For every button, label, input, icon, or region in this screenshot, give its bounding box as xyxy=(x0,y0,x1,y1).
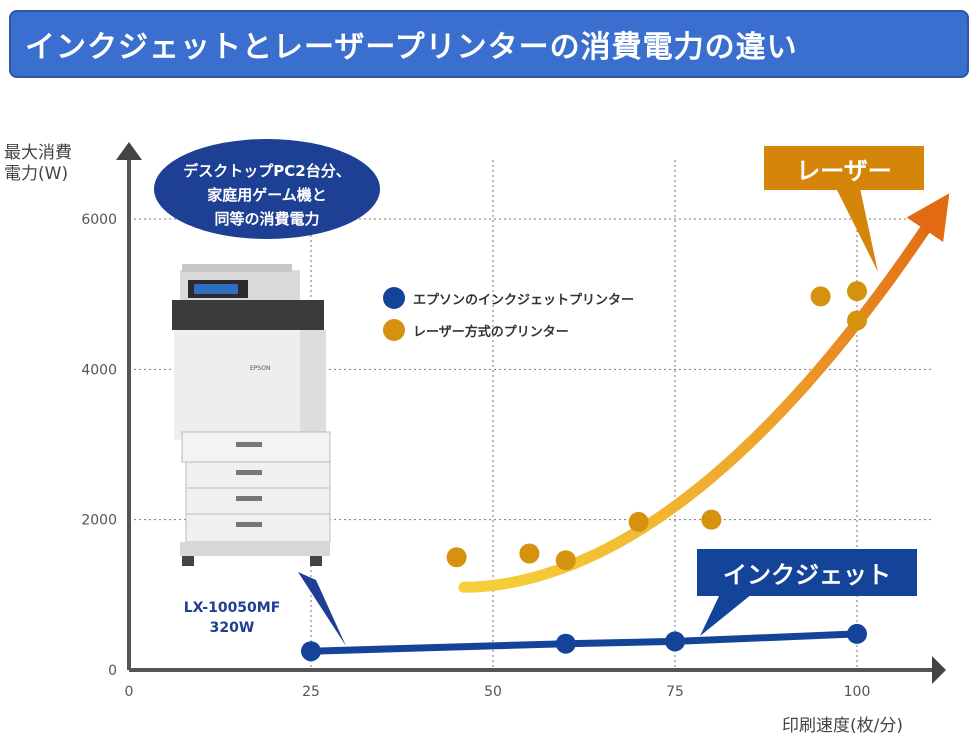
y-axis-arrow xyxy=(116,142,142,160)
laser-point-4 xyxy=(701,509,722,530)
laser-point-0 xyxy=(446,547,467,568)
x-tick-50: 50 xyxy=(484,684,502,700)
laser-point-5 xyxy=(810,286,831,307)
legend-item-inkjet: エプソンのインクジェットプリンター xyxy=(383,285,634,311)
legend-inkjet-label: エプソンのインクジェットプリンター xyxy=(413,292,635,308)
laser-callout: レーザー xyxy=(764,146,924,190)
x-axis-label: 印刷速度(枚/分) xyxy=(782,716,903,736)
data-points xyxy=(301,281,867,662)
laser-point-3 xyxy=(628,511,649,532)
y-axis-label: 最大消費 電力(W) xyxy=(4,143,72,185)
legend-item-laser: レーザー方式のプリンター xyxy=(383,317,634,343)
inkjet-callout-pointer xyxy=(700,594,752,636)
inkjet-point-3 xyxy=(847,623,867,644)
y-tick-0: 0 xyxy=(108,663,117,679)
printer-model: LX-10050MF 320W xyxy=(162,598,302,638)
speech-bubble: デスクトップPC2台分、 家庭用ゲーム機と 同等の消費電力 xyxy=(152,137,382,257)
y-tick-2000: 2000 xyxy=(81,513,117,529)
y-tick-4000: 4000 xyxy=(81,362,117,378)
x-tick-25: 25 xyxy=(302,684,320,700)
inkjet-point-1 xyxy=(555,633,576,654)
printer-brand: EPSON xyxy=(250,365,270,372)
inkjet-callout: インクジェット xyxy=(697,549,917,596)
y-axis-label-line-1: 最大消費 xyxy=(4,143,72,163)
y-tick-6000: 6000 xyxy=(81,212,117,228)
laser-callout-pointer xyxy=(836,188,878,272)
x-tick-100: 100 xyxy=(844,684,871,700)
laser-point-7 xyxy=(847,310,867,331)
inkjet-point-0 xyxy=(301,641,321,662)
laser-point-6 xyxy=(847,281,867,302)
x-tick-0: 0 xyxy=(125,684,134,700)
x-axis-arrow xyxy=(932,656,946,684)
inkjet-trend-line xyxy=(307,630,861,655)
x-tick-75: 75 xyxy=(666,684,684,700)
legend: エプソンのインクジェットプリンター レーザー方式のプリンター xyxy=(383,285,634,349)
legend-laser-label: レーザー方式のプリンター xyxy=(413,324,569,340)
bubble-line-1: デスクトップPC2台分、 xyxy=(183,162,351,180)
page-title: インクジェットとレーザープリンターの消費電力の違い xyxy=(9,10,969,78)
model-pointer xyxy=(298,572,346,646)
tick-labels: 0 25 50 75 100 0 2000 4000 6000 xyxy=(81,212,870,700)
y-axis-label-line-2: 電力(W) xyxy=(4,164,69,184)
axes xyxy=(116,142,946,684)
legend-inkjet-dot xyxy=(383,287,405,309)
bubble-line-3: 同等の消費電力 xyxy=(214,210,320,228)
model-name: LX-10050MF xyxy=(183,600,281,616)
bubble-line-2: 家庭用ゲーム機と xyxy=(207,186,327,204)
model-power: 320W xyxy=(209,620,255,636)
laser-point-2 xyxy=(555,550,576,571)
inkjet-point-2 xyxy=(665,631,685,652)
legend-laser-dot xyxy=(383,319,405,341)
printer-image: EPSON xyxy=(172,264,331,566)
laser-point-1 xyxy=(519,543,540,564)
